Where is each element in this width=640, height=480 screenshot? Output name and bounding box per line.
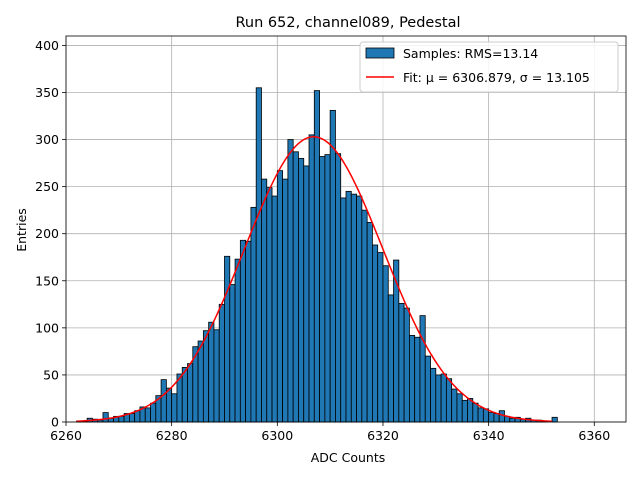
histogram-bar (150, 402, 157, 423)
x-tick-label: 6300 (261, 428, 293, 443)
histogram-bar (245, 240, 252, 423)
histogram-bar (445, 378, 453, 423)
histogram-bar (266, 187, 273, 423)
histogram-bar (382, 265, 389, 423)
histogram-bar (202, 330, 210, 423)
histogram-bar (324, 154, 331, 423)
y-tick-label: 100 (35, 320, 59, 335)
y-axis-ticks: 0 50 100 150 200 250 300 350 400 (35, 38, 66, 430)
histogram-bar (250, 206, 257, 423)
y-tick-label: 400 (35, 38, 59, 53)
histogram-bar (372, 244, 379, 423)
histogram-bar (403, 307, 410, 423)
histogram-bars (76, 87, 558, 423)
plot-frame (65, 35, 627, 423)
histogram-bar (456, 393, 463, 423)
histogram-bar (234, 258, 241, 423)
histogram-bar (319, 156, 326, 423)
x-tick-label: 6320 (367, 428, 399, 443)
histogram-bar (298, 157, 305, 423)
histogram-bar (292, 151, 299, 423)
y-tick-label: 300 (35, 132, 59, 147)
legend-fit-label: Fit: μ = 6306.879, σ = 13.105 (403, 70, 590, 85)
x-tick-label: 6280 (156, 428, 188, 443)
histogram-bar (239, 239, 247, 423)
histogram-bar (387, 294, 394, 423)
histogram-bar (224, 255, 231, 423)
histogram-bar (128, 413, 136, 423)
histogram-bar (435, 374, 442, 423)
histogram-bar (493, 413, 500, 423)
histogram-bar (424, 355, 431, 423)
histogram-bar (472, 402, 479, 423)
histogram-bar (218, 303, 225, 423)
histogram-bar (276, 170, 284, 423)
histogram-bar (118, 415, 125, 423)
histogram-bar (271, 195, 278, 423)
legend-frame (359, 41, 619, 93)
histogram-bar (498, 410, 505, 423)
histogram-bar (482, 408, 490, 423)
histogram-bar (488, 412, 495, 423)
x-axis-ticks: 6260 6280 6300 6320 6340 6360 (50, 422, 610, 443)
histogram-bar (335, 153, 342, 423)
x-axis-label: ADC Counts (311, 450, 386, 465)
histogram-bar (160, 379, 167, 423)
histogram-bar (350, 193, 357, 423)
histogram-bar (430, 367, 437, 423)
y-tick-label: 200 (35, 226, 59, 241)
histogram-bar (414, 336, 421, 423)
chart-title: Run 652, channel089, Pedestal (235, 15, 460, 31)
histogram-bar (144, 407, 151, 423)
x-tick-label: 6360 (578, 428, 610, 443)
x-tick-label: 6340 (473, 428, 505, 443)
histogram-bar (208, 321, 215, 423)
histogram-bar (408, 334, 416, 423)
histogram-bar (329, 109, 336, 423)
histogram-bar (171, 393, 178, 423)
y-tick-label: 50 (43, 367, 59, 382)
histogram-bar (477, 407, 484, 423)
histogram-bar (102, 412, 109, 423)
histogram-bar (340, 197, 347, 423)
histogram-bar (398, 302, 405, 423)
histogram-bar (377, 252, 384, 423)
histogram-bar (451, 388, 458, 423)
histogram-bar (461, 399, 468, 423)
y-axis-label: Entries (14, 208, 29, 252)
histogram-bar (213, 329, 220, 423)
histogram-bar (165, 387, 173, 423)
histogram-bar (366, 222, 373, 423)
histogram-bar (509, 417, 516, 423)
histogram-bar (197, 340, 204, 423)
legend: Samples: RMS=13.14 Fit: μ = 6306.879, σ … (359, 41, 619, 93)
histogram-bar (229, 284, 236, 423)
histogram-bar (282, 178, 289, 423)
y-tick-label: 350 (35, 85, 59, 100)
y-tick-label: 250 (35, 179, 59, 194)
histogram-bar (181, 366, 188, 423)
histogram-bar (287, 139, 294, 423)
fit-curve (76, 136, 553, 422)
legend-samples-label: Samples: RMS=13.14 (403, 46, 538, 61)
histogram-bar (313, 90, 320, 423)
legend-samples-swatch (365, 47, 395, 59)
histogram-bar (551, 416, 558, 423)
y-tick-label: 0 (51, 415, 59, 430)
histogram-bar (187, 363, 194, 423)
histogram-bar (308, 134, 315, 423)
histogram-bar (361, 209, 368, 423)
histogram-bar (345, 190, 352, 423)
y-tick-label: 150 (35, 273, 59, 288)
histogram-bar (419, 315, 426, 423)
histogram-bar (440, 373, 447, 423)
histogram-bar (255, 87, 262, 423)
histogram-bar (261, 178, 268, 423)
x-tick-label: 6260 (50, 428, 82, 443)
histogram-bar (303, 165, 310, 423)
histogram-bar (356, 195, 363, 423)
